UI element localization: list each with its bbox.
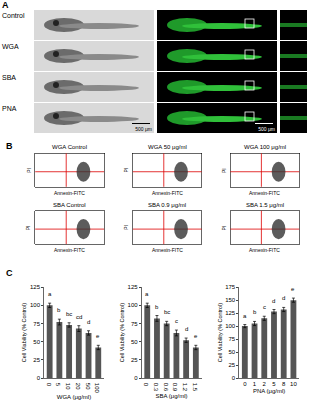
svg-text:b: b <box>253 309 257 315</box>
svg-text:175: 175 <box>225 284 236 290</box>
html-text:PNA: PNA <box>2 105 17 112</box>
svg-text:PI: PI <box>123 225 129 230</box>
svg-text:75: 75 <box>131 321 138 327</box>
svg-text:PI: PI <box>25 225 31 230</box>
svg-text:e: e <box>291 286 295 292</box>
html-text:500 μm: 500 μm <box>258 126 275 132</box>
svg-text:WGA 50 μg/ml: WGA 50 μg/ml <box>148 144 187 150</box>
svg-text:0: 0 <box>232 375 236 381</box>
svg-text:125: 125 <box>225 310 236 316</box>
svg-text:100: 100 <box>225 323 236 329</box>
svg-text:d: d <box>87 319 90 325</box>
svg-text:1.2: 1.2 <box>182 383 188 392</box>
svg-text:5: 5 <box>272 381 276 387</box>
svg-text:Cell Viability (% Control): Cell Viability (% Control) <box>21 303 27 362</box>
svg-text:SBA Control: SBA Control <box>53 202 86 208</box>
svg-text:10: 10 <box>65 383 71 390</box>
svg-text:d: d <box>185 326 188 332</box>
svg-text:Annexin-FITC: Annexin-FITC <box>249 190 280 196</box>
svg-text:75: 75 <box>33 321 40 327</box>
svg-text:Annexin-FITC: Annexin-FITC <box>54 190 85 196</box>
svg-text:100: 100 <box>128 302 139 308</box>
svg-text:Annexin-FITC: Annexin-FITC <box>54 247 85 253</box>
svg-text:PNA (μg/ml): PNA (μg/ml) <box>253 388 285 394</box>
svg-text:0: 0 <box>134 375 138 381</box>
svg-text:a: a <box>145 291 149 297</box>
svg-text:SBA 1.5 μg/ml: SBA 1.5 μg/ml <box>246 202 284 208</box>
svg-text:SBA (μg/ml): SBA (μg/ml) <box>155 393 187 399</box>
html-text:Control: Control <box>2 12 25 19</box>
svg-text:PI: PI <box>26 168 32 173</box>
svg-text:50: 50 <box>229 349 236 355</box>
svg-text:bc: bc <box>66 311 72 317</box>
svg-text:B: B <box>6 141 13 151</box>
svg-text:WGA 100 μg/ml: WGA 100 μg/ml <box>244 144 286 150</box>
svg-text:d: d <box>272 298 275 304</box>
svg-text:150: 150 <box>225 297 236 303</box>
svg-text:0: 0 <box>243 381 247 387</box>
svg-text:75: 75 <box>229 336 236 342</box>
svg-text:5: 5 <box>55 383 61 387</box>
svg-text:25: 25 <box>229 362 236 368</box>
svg-text:PI: PI <box>221 168 227 173</box>
svg-text:WGA (μg/ml): WGA (μg/ml) <box>57 394 91 400</box>
svg-text:C: C <box>6 268 13 278</box>
svg-text:50: 50 <box>131 339 138 345</box>
svg-text:d: d <box>282 295 285 301</box>
svg-text:50: 50 <box>85 383 91 390</box>
svg-text:100: 100 <box>94 383 100 394</box>
svg-text:Cell Viability (% Control): Cell Viability (% Control) <box>119 303 125 362</box>
svg-text:e: e <box>194 333 198 339</box>
svg-text:125: 125 <box>128 284 139 290</box>
svg-text:1.5: 1.5 <box>192 383 198 392</box>
svg-text:25: 25 <box>131 357 138 363</box>
svg-text:25: 25 <box>33 357 40 363</box>
svg-text:100: 100 <box>30 302 41 308</box>
svg-text:0: 0 <box>143 383 149 387</box>
svg-text:a: a <box>48 291 52 297</box>
svg-text:a: a <box>243 313 247 319</box>
svg-text:0: 0 <box>46 383 52 387</box>
svg-text:c: c <box>263 304 266 310</box>
svg-text:PI: PI <box>123 168 129 173</box>
svg-text:Annexin-FITC: Annexin-FITC <box>152 190 183 196</box>
svg-text:e: e <box>96 333 100 339</box>
svg-text:0.3: 0.3 <box>153 383 159 392</box>
svg-text:20: 20 <box>75 383 81 390</box>
svg-text:8: 8 <box>282 381 286 387</box>
svg-text:0: 0 <box>37 375 41 381</box>
svg-text:b: b <box>57 307 61 313</box>
svg-text:b: b <box>155 304 159 310</box>
svg-text:125: 125 <box>30 284 41 290</box>
svg-text:Annexin-FITC: Annexin-FITC <box>152 247 183 253</box>
svg-text:10: 10 <box>290 381 297 387</box>
svg-text:0.9: 0.9 <box>172 383 178 392</box>
svg-text:2: 2 <box>263 381 267 387</box>
svg-text:WGA Control: WGA Control <box>52 144 87 150</box>
svg-text:50: 50 <box>33 339 40 345</box>
html-text:500 μm: 500 μm <box>135 126 152 132</box>
svg-text:cd: cd <box>76 314 82 320</box>
svg-text:bc: bc <box>164 309 170 315</box>
svg-text:PI: PI <box>221 226 227 231</box>
html-text:SBA: SBA <box>2 74 16 81</box>
svg-text:c: c <box>175 318 178 324</box>
svg-text:Annexin-FITC: Annexin-FITC <box>249 247 280 253</box>
svg-text:Cell Viability (% Control): Cell Viability (% Control) <box>217 303 223 362</box>
svg-text:SBA 0.9 μg/ml: SBA 0.9 μg/ml <box>148 202 186 208</box>
svg-text:1: 1 <box>253 381 257 387</box>
svg-text:0.6: 0.6 <box>163 383 169 392</box>
html-text:A: A <box>2 0 9 10</box>
html-text:WGA: WGA <box>2 43 19 50</box>
